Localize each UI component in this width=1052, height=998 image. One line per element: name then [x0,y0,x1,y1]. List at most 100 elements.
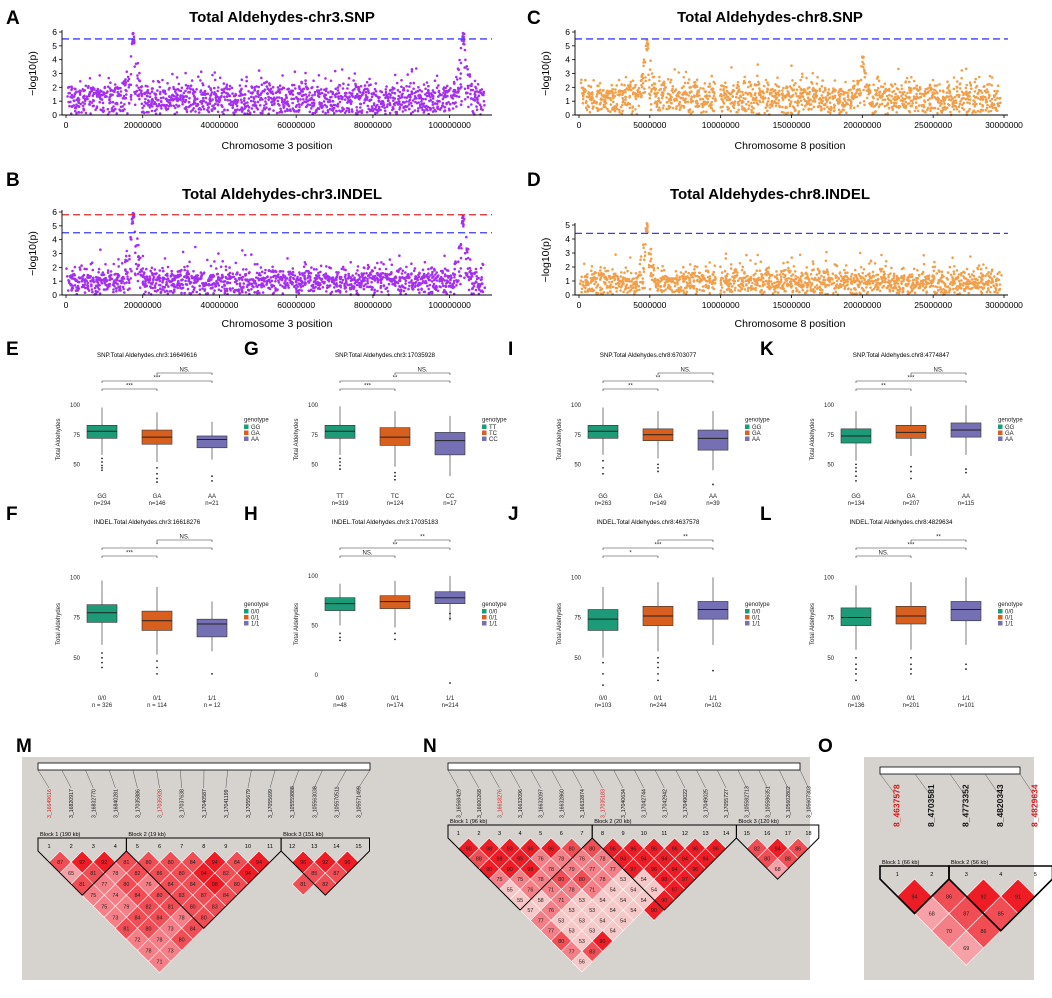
snp-point [876,98,879,101]
snp-point [948,84,951,87]
snp-point [306,96,309,99]
snp-point [393,87,396,90]
snp-point [771,100,774,103]
snp-point [591,265,594,268]
snp-point [651,72,654,75]
snp-point [678,104,681,107]
snp-point [915,93,918,96]
snp-point [240,88,243,91]
y-tick-label: 2 [565,82,570,92]
snp-point [782,87,785,90]
snp-point [109,279,112,282]
snp-point [223,288,226,291]
snp-point [255,95,258,98]
snp-point [591,93,594,96]
snp-point [363,288,366,291]
snp-point [115,112,118,115]
snp-point [153,276,156,279]
snp-point [213,260,216,263]
snp-point [246,286,249,289]
snp-point [135,84,138,87]
snp-point [336,273,339,276]
snp-point [358,278,361,281]
snp-point [280,110,283,113]
snp-point [446,91,449,94]
snp-point [254,280,257,283]
snp-point [702,110,705,113]
snp-point [942,90,945,93]
snp-point [481,109,484,112]
snp-point [107,108,110,111]
snp-point [149,92,152,95]
snp-point [620,90,623,93]
snp-point [793,88,796,91]
snp-point [609,285,612,288]
snp-point [282,292,285,295]
snp-point [959,103,962,106]
snp-point [744,110,747,113]
snp-point [678,109,681,112]
snp-point [296,285,299,288]
snp-point [382,263,385,266]
snp-point [293,98,296,101]
snp-point [404,277,407,280]
snp-point [606,292,609,295]
snp-point [974,90,977,93]
snp-point [312,290,315,293]
snp-point [734,100,737,103]
snp-point [714,100,717,103]
snp-point [236,283,239,286]
snp-point [176,287,179,290]
snp-point [282,270,285,273]
snp-point [708,83,711,86]
snp-point [394,97,397,100]
snp-point [818,102,821,105]
snp-point [420,288,423,291]
snp-point [328,280,331,283]
snp-point [915,84,918,87]
snp-point [469,73,472,76]
y-tick-label: 1 [52,276,57,286]
snp-point [739,90,742,93]
snp-point [844,99,847,102]
snp-point [624,98,627,101]
snp-point [263,280,266,283]
snp-point [457,90,460,93]
snp-point [603,273,606,276]
snp-point [172,283,175,286]
snp-point [329,100,332,103]
snp-point [400,103,403,106]
snp-point [776,76,779,79]
snp-point [224,280,227,283]
snp-point [174,286,177,289]
snp-point [381,272,384,275]
snp-point [342,87,345,90]
snp-point [170,275,173,278]
snp-point [881,103,884,106]
snp-point [375,82,378,85]
snp-point [300,289,303,292]
snp-point [587,283,590,286]
snp-point [275,270,278,273]
snp-point [737,81,740,84]
snp-point [635,98,638,101]
snp-point [164,286,167,289]
snp-point [248,289,251,292]
snp-point [292,89,295,92]
snp-point [402,87,405,90]
y-tick-label: 3 [565,69,570,79]
snp-point [88,103,91,106]
snp-point [436,75,439,78]
snp-point [467,106,470,109]
snp-point [908,96,911,99]
snp-point [349,99,352,102]
snp-point [904,101,907,104]
snp-point [112,288,115,291]
snp-point [220,289,223,292]
snp-point [72,96,75,99]
snp-point [585,280,588,283]
snp-point [449,279,452,282]
snp-point [336,285,339,288]
snp-point [399,91,402,94]
snp-point [366,282,369,285]
